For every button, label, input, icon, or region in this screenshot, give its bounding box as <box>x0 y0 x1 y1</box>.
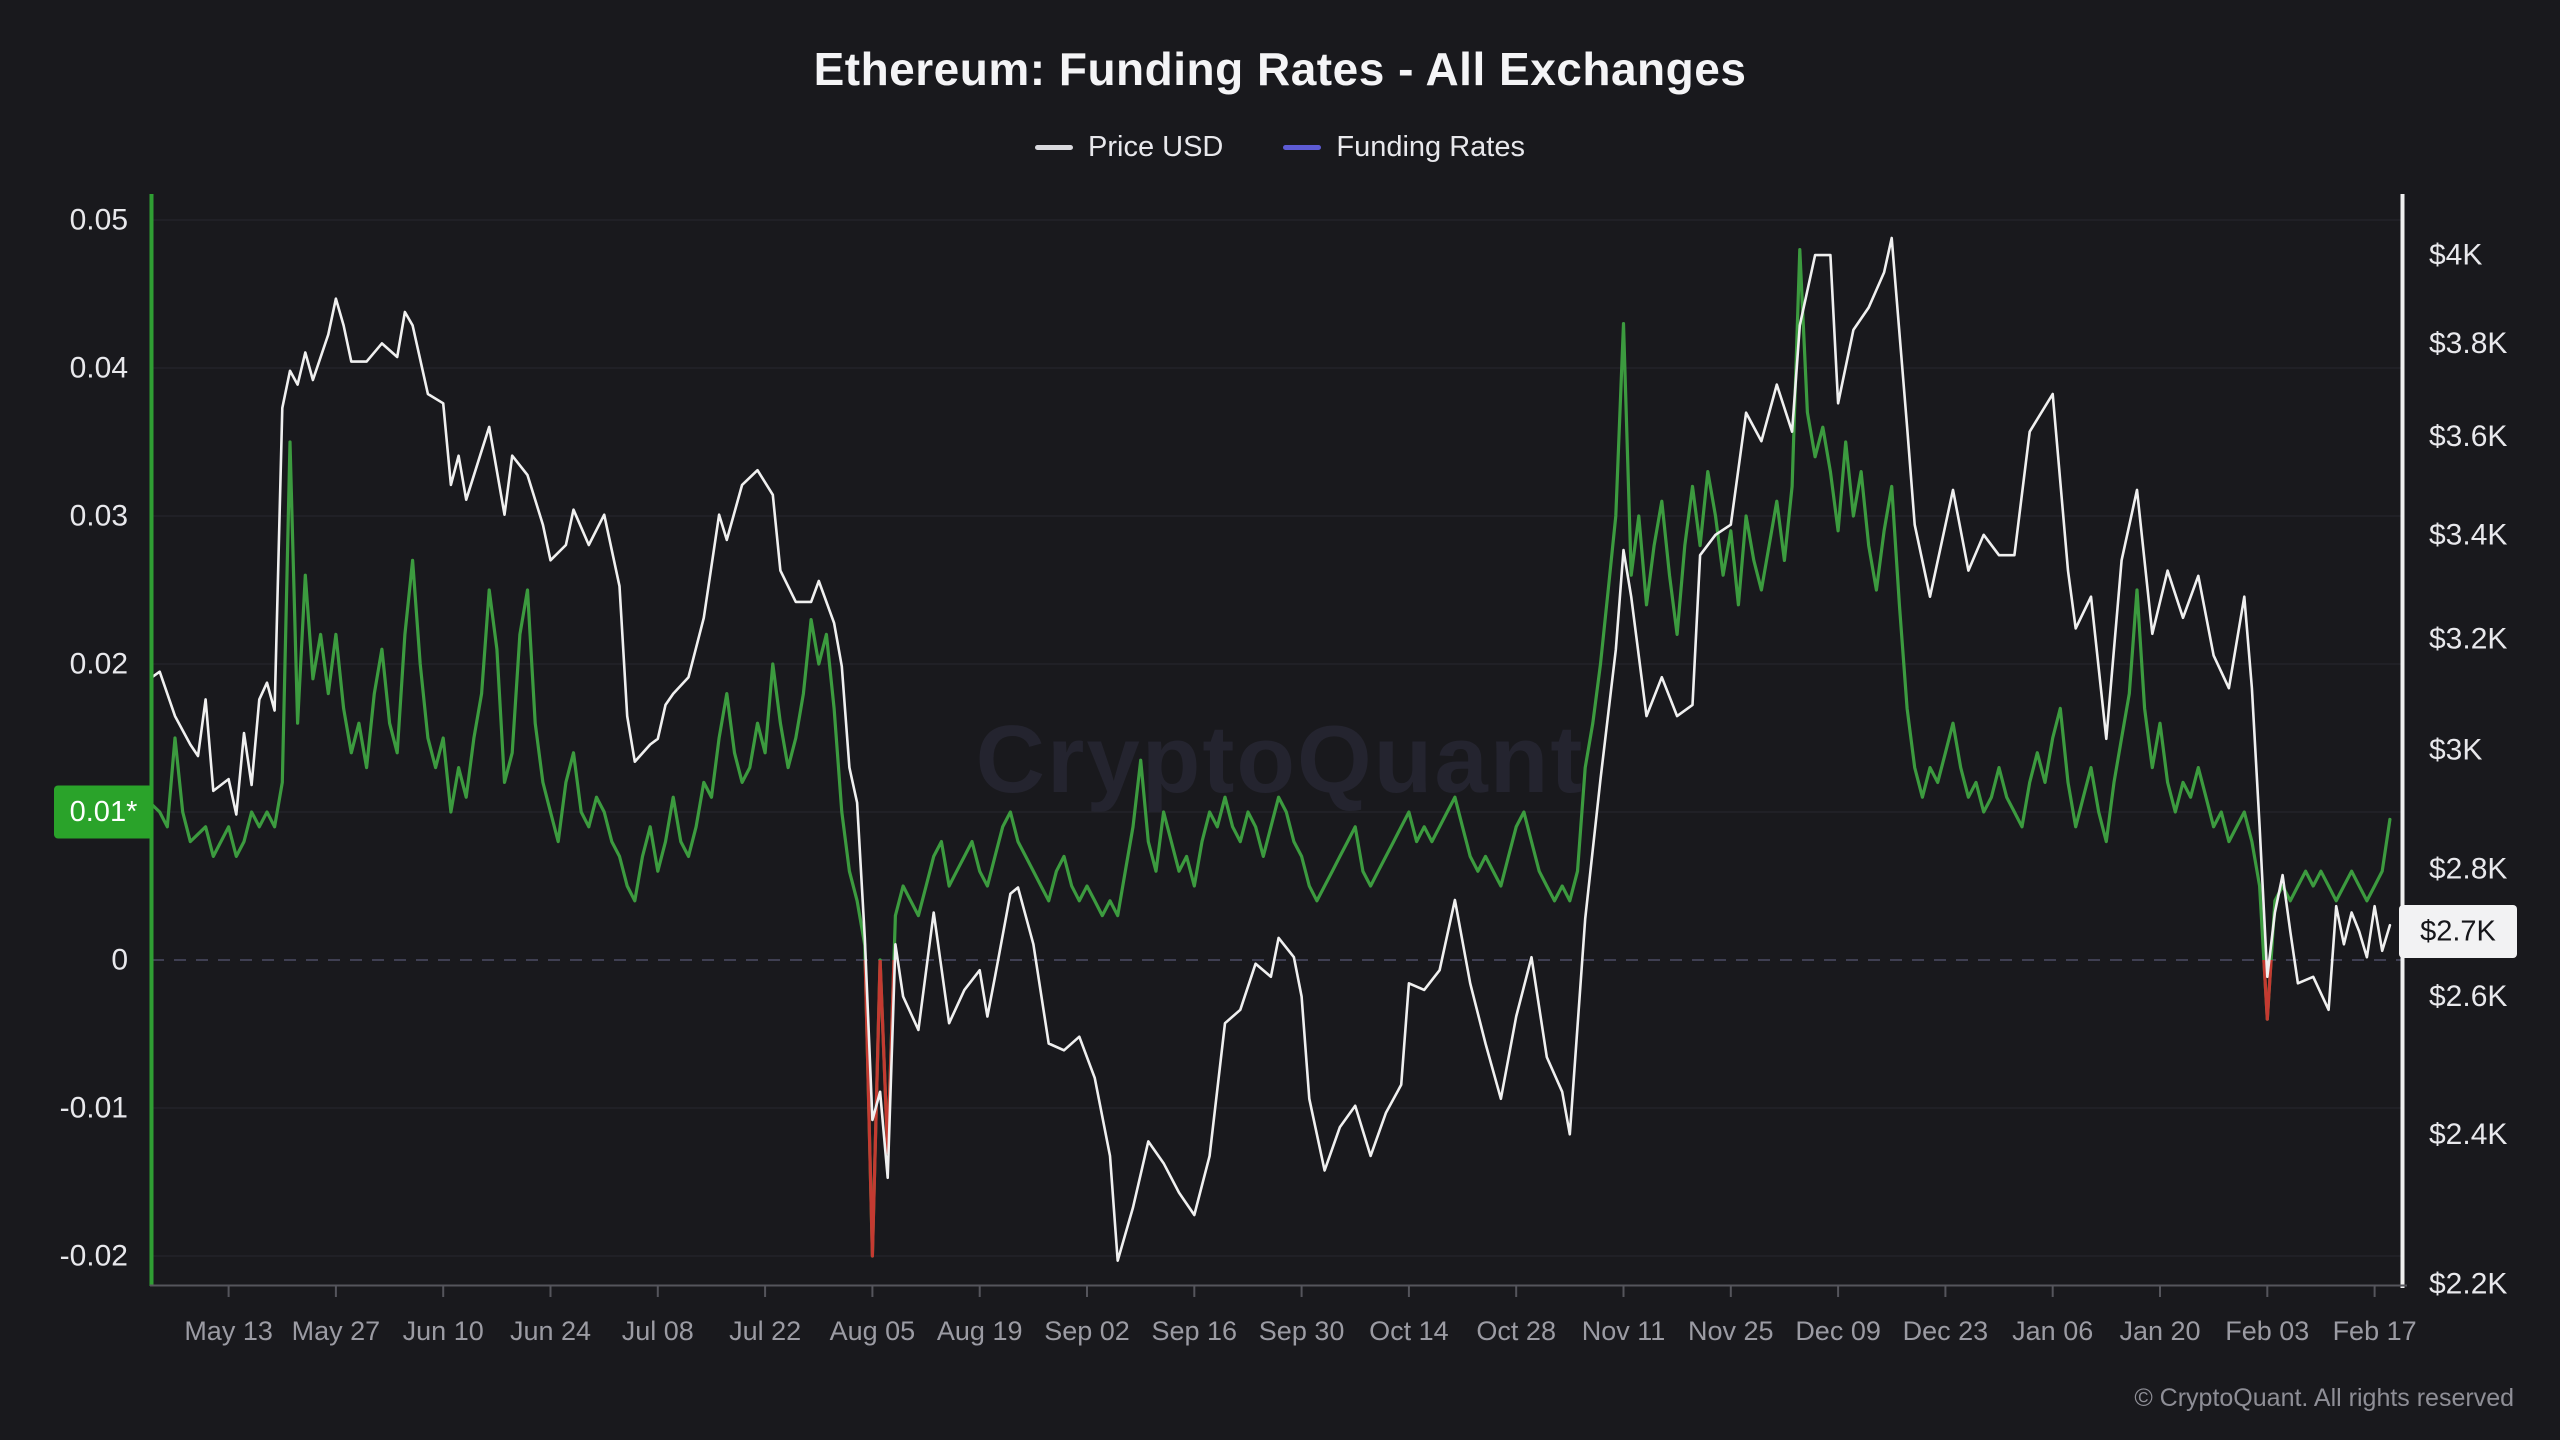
x-axis-ticks: May 13 May 27 Jun 10 Jun 24 Jul 08 Jul 22 Aug … <box>184 1285 2417 1346</box>
left-tick-label: 0.02 <box>70 648 128 681</box>
left-tick-label: 0 <box>111 944 128 977</box>
x-tick-label: Oct 14 <box>1369 1316 1449 1346</box>
x-tick-label: Dec 23 <box>1903 1316 1989 1346</box>
x-tick-label: Feb 17 <box>2333 1316 2417 1346</box>
x-tick-label: Nov 25 <box>1688 1316 1774 1346</box>
copyright-notice: © CryptoQuant. All rights reserved <box>2134 1384 2514 1412</box>
x-tick-label: Sep 30 <box>1259 1316 1345 1346</box>
plot-area[interactable] <box>152 200 2403 1285</box>
current-funding-badge: 0.01* <box>54 785 153 839</box>
right-tick-label: $3K <box>2429 734 2482 767</box>
x-tick-label: Oct 28 <box>1476 1316 1556 1346</box>
x-tick-label: Jan 20 <box>2119 1316 2200 1346</box>
legend: Price USD Funding Rates <box>0 131 2560 164</box>
legend-label-funding: Funding Rates <box>1336 131 1525 163</box>
x-tick-label: May 13 <box>184 1316 273 1346</box>
right-axis-labels: $4K $3.8K $3.6K $3.4K $3.2K $3K $2.8K $2.6K $2.4… <box>2429 239 2507 1301</box>
x-tick-label: Sep 16 <box>1152 1316 1238 1346</box>
x-tick-label: Nov 11 <box>1582 1316 1666 1346</box>
left-tick-label: 0.03 <box>70 500 128 533</box>
x-tick-label: Feb 03 <box>2225 1316 2309 1346</box>
left-tick-label: 0.05 <box>70 204 128 237</box>
watermark: CryptoQuant <box>976 706 1585 813</box>
gridlines <box>152 219 2403 1257</box>
x-tick-label: May 27 <box>292 1316 381 1346</box>
x-tick-label: Jul 08 <box>622 1316 694 1346</box>
right-tick-label: $2.4K <box>2429 1118 2507 1151</box>
right-tick-label: $3.2K <box>2429 623 2507 656</box>
right-tick-label: $3.4K <box>2429 518 2507 551</box>
left-tick-label: -0.01 <box>60 1092 128 1125</box>
current-funding-value: 0.01* <box>70 796 138 828</box>
price-line <box>150 236 2392 1262</box>
page-title: Ethereum: Funding Rates - All Exchanges <box>813 43 1747 95</box>
series-lines <box>150 236 2392 1262</box>
x-tick-label: Jan 06 <box>2012 1316 2093 1346</box>
legend-item-price[interactable]: Price USD <box>1035 131 1223 164</box>
left-tick-label: -0.02 <box>60 1240 128 1273</box>
x-tick-label: Jun 24 <box>510 1316 591 1346</box>
legend-item-funding[interactable]: Funding Rates <box>1283 131 1525 164</box>
right-tick-label: $3.6K <box>2429 420 2507 453</box>
x-tick-label: Aug 05 <box>830 1316 916 1346</box>
funding-series-dash-icon <box>1283 145 1322 150</box>
legend-label-price: Price USD <box>1088 131 1224 163</box>
left-tick-label: 0.04 <box>70 352 128 385</box>
right-tick-label: $2.2K <box>2429 1268 2507 1301</box>
left-axis-labels: 0.05 0.04 0.03 0.02 0 -0.01 -0.02 <box>60 204 128 1273</box>
current-price-badge: $2.7K <box>2399 905 2517 958</box>
current-price-value: $2.7K <box>2420 916 2496 948</box>
x-tick-label: Jul 22 <box>729 1316 801 1346</box>
x-tick-label: Aug 19 <box>937 1316 1023 1346</box>
funding-rates-line <box>150 248 2392 1258</box>
right-tick-label: $4K <box>2429 239 2482 272</box>
right-tick-label: $3.8K <box>2429 327 2507 360</box>
right-tick-label: $2.8K <box>2429 853 2507 886</box>
right-tick-label: $2.6K <box>2429 980 2507 1013</box>
price-series-dash-icon <box>1035 145 1073 150</box>
x-tick-label: Dec 09 <box>1795 1316 1881 1346</box>
x-tick-label: Sep 02 <box>1044 1316 1130 1346</box>
x-tick-label: Jun 10 <box>403 1316 484 1346</box>
